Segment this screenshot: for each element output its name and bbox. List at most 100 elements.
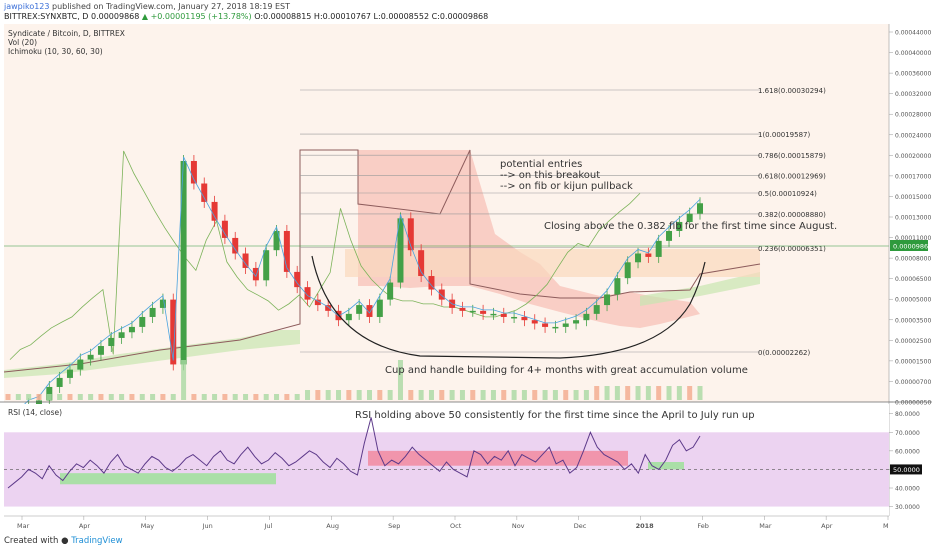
fib-label: 1(0.00019587) [758,131,810,139]
chart-canvas[interactable]: 1.618(0.00030294) 1(0.00019587) 0.786(0.00… [0,24,932,534]
volume-bar [439,390,445,400]
volume-bar [26,394,32,400]
volume-bar [687,386,693,400]
rsi-tick-label: 80.0000 [895,411,920,418]
ichimoku-cloud [358,150,700,328]
volume-bar [139,394,145,400]
candle-body [56,377,63,387]
candle-body [573,320,580,324]
candle-body [500,313,507,317]
price-tick-label: 0.00032000 [895,91,931,98]
time-tick-label: Feb [697,522,709,530]
rsi-note: RSI holding above 50 consistently for th… [355,410,755,421]
volume-bar [676,386,682,400]
cup-note: Cup and handle building for 4+ months wi… [385,365,748,376]
rsi-tick-label: 30.0000 [895,504,920,511]
tenkan-line [7,156,701,417]
candle-body [221,220,228,238]
author-link[interactable]: jawpiko123 [4,2,50,11]
price-tick-label: 0.00015000 [895,194,931,201]
volume-bar [170,394,176,400]
candle-body [490,313,497,316]
price-tick-label: 0.00011000 [895,235,931,242]
volume-bar [501,390,507,400]
candle-body [356,305,363,314]
volume-bar [5,394,11,400]
candle-body [387,282,394,300]
rsi-green-box [648,462,684,470]
volume-bar [315,390,321,400]
volume-bar [129,394,135,400]
volume-bar [336,390,342,400]
price-tick-label: 0.00003500 [895,317,931,324]
volume-bar [397,360,403,400]
candle-body [283,230,290,272]
candle-body [97,346,104,355]
time-tick-label: Apr [79,522,91,530]
kijun-line [3,149,761,373]
volume-bar [563,390,569,400]
symbol-info: BITTREX:SYNXBTC, D 0.00009868 ▲ +0.00001… [4,12,488,21]
price-tick-label: 0.00036000 [895,71,931,78]
time-axis[interactable]: Mar Apr May Jun Jul Aug Sep Oct Nov Dec 2018 Feb Mar… [17,516,889,530]
rsi-axis[interactable]: 80.0000 70.0000 60.0000 50.0000 40.0000 30.00… [889,411,920,511]
time-tick-label: M [883,522,889,530]
candle-body [593,305,600,314]
price-tick-label: 0.00040000 [895,50,931,57]
candle-body [604,294,611,306]
candle-body [46,386,53,401]
entries-pullback: --> on fib or kijun pullback [500,181,633,192]
candle-body [635,253,642,263]
volume-bar [243,394,249,400]
price-tick-label: 0.00002500 [895,338,931,345]
fibonacci-levels: 1.618(0.00030294) 1(0.00019587) 0.786(0.00… [300,87,826,357]
symbol-line: BITTREX:SYNXBTC, D 0.00009868 [4,12,140,21]
entries-title: potential entries [500,159,582,170]
volume-bar [212,394,218,400]
candle-body [418,250,425,277]
volume-bar [305,390,311,400]
fib-label: 0.786(0.00015879) [758,152,826,160]
volume-bar [377,390,383,400]
price-tick-label: 0.00005000 [895,297,931,304]
volume-bar [88,394,94,400]
candle-body [211,201,218,221]
price-tick-label: 0.00008000 [895,256,931,263]
volume-bar [573,390,579,400]
candle-body [552,326,559,329]
volume-bar [356,390,362,400]
candle-body [511,316,518,319]
volume-bar [408,390,414,400]
candle-body [376,299,383,317]
volume-bar [604,386,610,400]
volume-bar [666,386,672,400]
rsi-band [4,432,889,507]
publish-text: published on TradingView.com, January 27… [52,2,290,11]
volume-bar [449,390,455,400]
closing-note: Closing above the 0.382 fib for the firs… [544,221,837,232]
price-tick-label: 0.00028000 [895,112,931,119]
rsi-title: RSI (14, close) [8,408,62,417]
rsi-green-box [60,473,276,485]
candle-body [139,316,146,327]
candle-body [232,237,239,254]
volume-bar [201,394,207,400]
candle-body [345,313,352,321]
candle-body [697,203,703,214]
candle-body [428,276,435,290]
candle-body [459,307,466,311]
time-tick-label: Apr [821,522,833,530]
tradingview-link[interactable]: TradingView [71,536,123,546]
volume-bar [77,394,83,400]
volume-bar [181,360,187,400]
volume-bar [263,394,269,400]
candle-body [531,320,538,324]
rsi-line [7,417,701,489]
volume-bar [387,390,393,400]
volume-bar [480,390,486,400]
price-tick-label: 0.00020000 [895,153,931,160]
price-axis[interactable]: 0.00044000 0.00040000 0.00036000 0.00032000… [889,30,931,407]
time-tick-label: Mar [759,522,772,530]
volume-bar [552,390,558,400]
candle-body [645,253,652,257]
